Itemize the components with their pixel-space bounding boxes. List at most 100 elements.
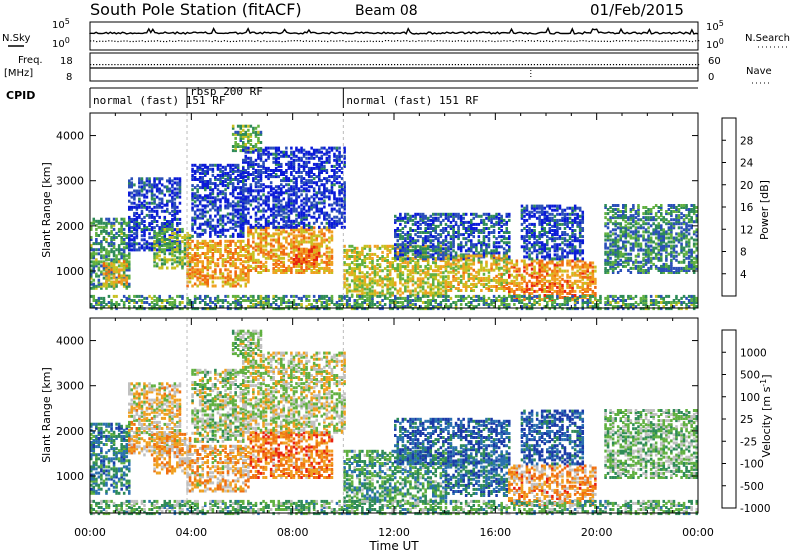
heatmap-cell [502,241,506,245]
nsearch-point [491,40,493,42]
heatmap-cell [330,262,334,266]
freq-point [387,64,390,66]
heatmap-cell [442,241,445,245]
heatmap-cell [133,246,136,250]
heatmap-cell [411,259,415,262]
heatmap-cell [457,260,460,264]
heatmap-cell [269,189,273,193]
heatmap-cell [269,193,273,197]
heatmap-cell [381,255,384,258]
heatmap-cell [242,205,245,209]
heatmap-cell [323,269,326,272]
heatmap-cell [432,245,435,249]
heatmap-cell [196,232,199,236]
heatmap-cell [399,269,402,273]
nsearch-point [220,40,222,43]
freq-point [330,64,332,66]
heatmap-cell [330,271,334,274]
heatmap-cell [252,260,255,264]
heatmap-cell [122,282,126,286]
heatmap-cell [416,239,420,243]
heatmap-cell [214,243,217,247]
heatmap-cell [244,154,248,158]
heatmap-cell [447,214,450,218]
nsearch-point [257,40,259,42]
heatmap-cell [259,175,263,179]
heatmap-cell [234,202,237,206]
heatmap-cell [264,248,268,252]
noise-left-bottom-tick: 100 [52,36,70,50]
heatmap-cell [470,222,473,226]
heatmap-cell [110,272,113,276]
heatmap-cell [191,173,194,177]
heatmap-cell [196,278,199,282]
heatmap-cell [209,262,212,266]
heatmap-cell [457,245,460,249]
heatmap-cell [424,257,427,261]
heatmap-cell [449,264,453,268]
heatmap-cell [117,280,121,284]
heatmap-cell [310,225,313,229]
heatmap-cell [128,248,131,252]
heatmap-cell [452,237,455,241]
heatmap-cell [163,231,167,235]
heatmap-cell [416,255,420,258]
heatmap-cell [216,212,220,216]
heatmap-cell [117,246,121,250]
heatmap-cell [90,260,93,264]
heatmap-cell [267,226,270,230]
heatmap-cell [457,254,460,258]
heatmap-cell [257,207,260,211]
heatmap-cell [247,146,250,150]
heatmap-cell [290,246,293,250]
freq-point [549,64,551,66]
heatmap-cell [148,236,151,240]
heatmap-cell [404,233,407,237]
heatmap-cell [148,205,151,209]
heatmap-cell [444,253,448,257]
nsearch-point [439,40,441,42]
heatmap-cell [323,187,326,191]
heatmap-cell [439,281,443,285]
heatmap-cell [508,247,511,251]
heatmap-cell [315,242,319,246]
nsearch-point [296,40,298,42]
nsearch-point [120,40,122,42]
heatmap-cell [186,239,189,243]
heatmap-cell [133,226,136,230]
heatmap-cell [432,247,435,251]
heatmap-cell [343,285,346,289]
heatmap-cell [262,209,265,213]
heatmap-cell [434,257,438,260]
heatmap-cell [125,262,129,266]
nsearch-point [661,40,663,43]
heatmap-cell [508,241,511,245]
heatmap-cell [112,250,116,254]
heatmap-cell [376,259,379,262]
heatmap-cell [487,289,491,292]
heatmap-cell [267,234,270,238]
heatmap-cell [247,166,250,170]
heatmap-cell [333,179,336,183]
heatmap-cell [447,262,450,266]
heatmap-cell [125,260,129,264]
heatmap-cell [452,268,455,272]
heatmap-cell [97,234,101,237]
heatmap-cell [472,262,476,266]
heatmap-cell [470,229,473,232]
heatmap-cell [254,199,258,203]
heatmap-cell [140,205,144,209]
heatmap-cell [424,251,427,255]
heatmap-cell [452,241,455,245]
heatmap-cell [325,256,329,260]
heatmap-cell [305,240,308,244]
heatmap-cell [259,217,263,221]
heatmap-cell [325,262,329,266]
heatmap-cell [226,228,230,232]
heatmap-cell [128,236,131,240]
heatmap-cell [153,220,156,223]
freq-point [190,64,192,66]
heatmap-cell [158,240,161,244]
heatmap-cell [437,291,440,295]
heatmap-cell [444,239,448,243]
